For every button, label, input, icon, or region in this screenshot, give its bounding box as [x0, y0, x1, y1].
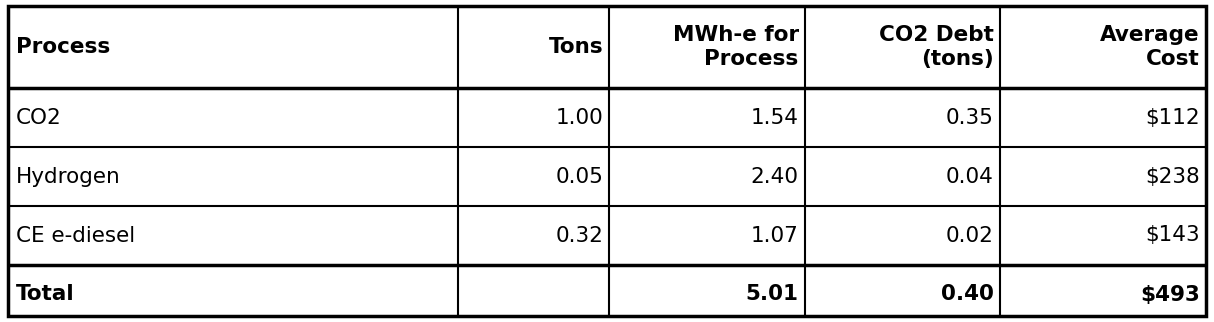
Text: Hydrogen: Hydrogen — [16, 166, 120, 186]
Text: $493: $493 — [1140, 285, 1199, 305]
Text: 1.07: 1.07 — [750, 225, 799, 245]
Text: 1.54: 1.54 — [750, 108, 799, 128]
Text: $238: $238 — [1145, 166, 1199, 186]
Text: 2.40: 2.40 — [750, 166, 799, 186]
Text: 0.02: 0.02 — [946, 225, 994, 245]
Text: Average
Cost: Average Cost — [1100, 25, 1199, 69]
Text: 0.05: 0.05 — [556, 166, 603, 186]
Text: 0.40: 0.40 — [941, 285, 994, 305]
Text: CO2 Debt
(tons): CO2 Debt (tons) — [879, 25, 994, 69]
Text: 5.01: 5.01 — [745, 285, 799, 305]
Text: $112: $112 — [1145, 108, 1199, 128]
Text: MWh-e for
Process: MWh-e for Process — [673, 25, 799, 69]
Text: 0.32: 0.32 — [556, 225, 603, 245]
Text: 0.35: 0.35 — [946, 108, 994, 128]
Text: Tons: Tons — [549, 37, 603, 57]
Text: 1.00: 1.00 — [556, 108, 603, 128]
Text: CE e-diesel: CE e-diesel — [16, 225, 135, 245]
Text: CO2: CO2 — [16, 108, 62, 128]
Text: Process: Process — [16, 37, 110, 57]
Text: 0.04: 0.04 — [946, 166, 994, 186]
Text: Total: Total — [16, 285, 74, 305]
Text: $143: $143 — [1145, 225, 1199, 245]
